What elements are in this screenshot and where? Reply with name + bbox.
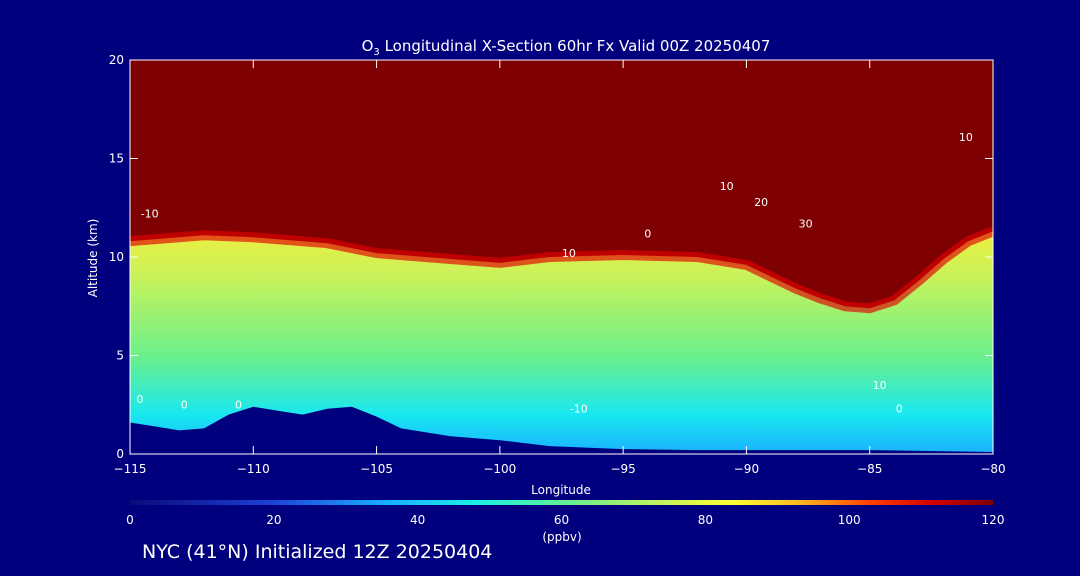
x-tick-label: −115 <box>114 462 147 476</box>
contour-label: 0 <box>181 399 188 412</box>
contour-label: 0 <box>136 393 143 406</box>
contour-label: 10 <box>720 180 734 193</box>
axes: −115 −110 −105 −100 −95 −90 −85 −80 0 5 10 15 20 <box>109 53 1006 476</box>
colorbar-tick-label: 80 <box>698 513 713 527</box>
contour-label: 0 <box>644 227 651 240</box>
contour-label: 0 <box>235 399 242 412</box>
x-tick-label: −80 <box>980 462 1005 476</box>
y-tick-label: 0 <box>116 447 124 461</box>
x-tick-label: −90 <box>734 462 759 476</box>
colorbar: 0 20 40 60 80 100 120 <box>126 500 1004 527</box>
x-tick-label: −100 <box>483 462 516 476</box>
contour-label: -10 <box>570 403 588 416</box>
chart-title: O3 Longitudinal X-Section 60hr Fx Valid … <box>362 37 771 58</box>
colorbar-tick-label: 100 <box>838 513 861 527</box>
x-tick-label: −85 <box>857 462 882 476</box>
contour-label: 10 <box>562 247 576 260</box>
contour-label: 10 <box>873 379 887 392</box>
colorbar-tick-label: 20 <box>266 513 281 527</box>
colorbar-tick-label: 60 <box>554 513 569 527</box>
contour-label: 20 <box>754 196 768 209</box>
colorbar-tick-label: 120 <box>982 513 1005 527</box>
y-tick-label: 15 <box>109 152 124 166</box>
x-axis-label: Longitude <box>531 483 591 497</box>
y-axis-label: Altitude (km) <box>86 219 100 298</box>
x-tick-label: −105 <box>360 462 393 476</box>
terrain <box>130 406 993 454</box>
colorbar-label: (ppbv) <box>542 530 581 544</box>
contour-label: 0 <box>896 403 903 416</box>
y-tick-label: 5 <box>116 349 124 363</box>
tropopause-band <box>130 226 993 314</box>
contour-label: 10 <box>959 131 973 144</box>
colorbar-tick-label: 0 <box>126 513 134 527</box>
y-tick-label: 10 <box>109 250 124 264</box>
contour-label: 30 <box>799 218 813 231</box>
contour-label: -10 <box>141 208 159 221</box>
y-tick-label: 20 <box>109 53 124 67</box>
colorbar-tick-label: 40 <box>410 513 425 527</box>
x-tick-label: −95 <box>610 462 635 476</box>
colorbar-gradient <box>130 500 993 505</box>
plot-area: -10 -10 10 0 0 0 0 10 20 30 10 10 0 <box>130 60 993 454</box>
init-footer: NYC (41°N) Initialized 12Z 20250404 <box>142 541 493 563</box>
x-tick-label: −110 <box>237 462 270 476</box>
